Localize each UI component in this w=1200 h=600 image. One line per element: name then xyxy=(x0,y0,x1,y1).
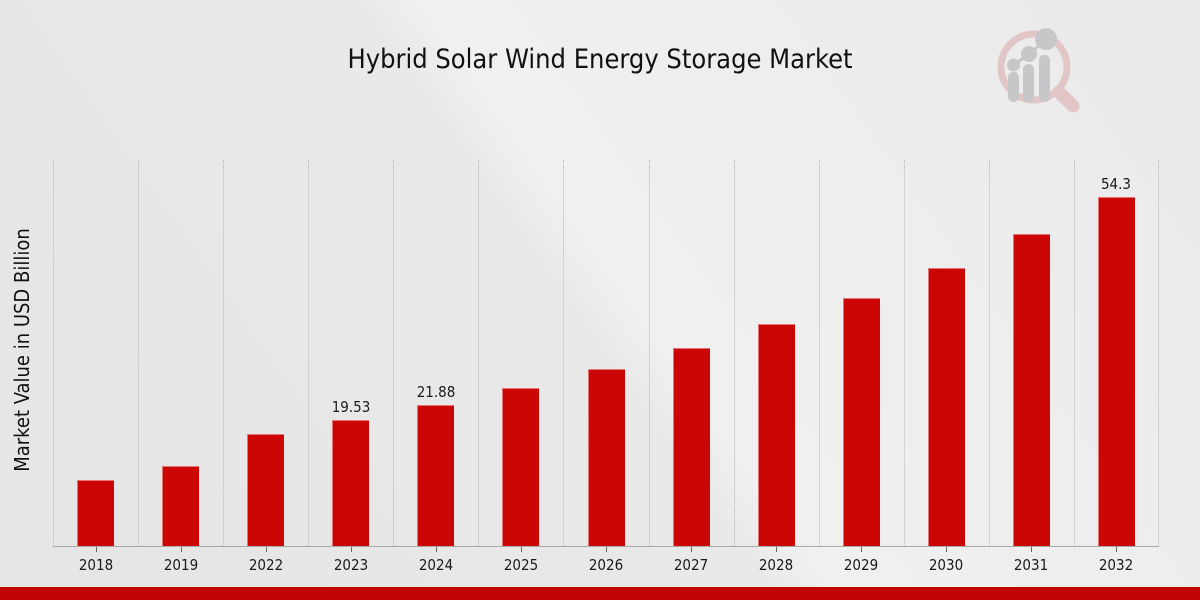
bar-2025 xyxy=(502,388,539,546)
bar-2031 xyxy=(1013,234,1050,546)
gridline xyxy=(563,160,565,546)
bar-2019 xyxy=(162,466,199,546)
x-tick-label-2025: 2025 xyxy=(503,556,539,574)
chart-title: Hybrid Solar Wind Energy Storage Market xyxy=(347,44,853,75)
gridline xyxy=(1073,160,1075,546)
bar-2026 xyxy=(588,369,625,546)
axis-tick xyxy=(351,547,352,552)
x-tick-label-2023: 2023 xyxy=(333,556,369,574)
logo-svg xyxy=(997,28,1080,113)
gridline xyxy=(223,160,225,546)
gridline xyxy=(988,160,990,546)
axis-tick xyxy=(266,547,267,552)
gridline xyxy=(648,160,650,546)
gridline xyxy=(903,160,905,546)
x-tick-label-2019: 2019 xyxy=(163,556,199,574)
axis-tick xyxy=(946,547,947,552)
bar-value-label-2023: 19.53 xyxy=(331,398,371,416)
axis-tick xyxy=(691,547,692,552)
x-tick-label-2027: 2027 xyxy=(673,556,709,574)
bottom-accent-bar xyxy=(0,587,1200,600)
axis-tick xyxy=(776,547,777,552)
axis-tick xyxy=(1031,547,1032,552)
x-tick-label-2030: 2030 xyxy=(928,556,964,574)
axis-tick xyxy=(96,547,97,552)
bar-2027 xyxy=(673,348,710,546)
bar-2018 xyxy=(77,480,114,546)
gridline xyxy=(478,160,480,546)
y-axis-label: Market Value in USD Billion xyxy=(10,228,34,472)
bar-2028 xyxy=(758,324,795,546)
x-tick-label-2026: 2026 xyxy=(588,556,624,574)
magnifier-growth-chart-logo xyxy=(990,26,1090,116)
axis-tick xyxy=(1116,547,1117,552)
x-tick-label-2024: 2024 xyxy=(418,556,454,574)
bar-2030 xyxy=(928,268,965,546)
bar-2024 xyxy=(417,405,454,546)
x-tick-label-2032: 2032 xyxy=(1098,556,1134,574)
gridline xyxy=(308,160,310,546)
bar-2022 xyxy=(247,434,284,546)
x-axis: 2018 2019 2022 2023 2024 2025 2026 2027 2028 2029… xyxy=(53,547,1159,577)
x-tick-label-2031: 2031 xyxy=(1013,556,1049,574)
axis-tick xyxy=(436,547,437,552)
gridline xyxy=(53,160,54,546)
bar-value-label-2032: 54.3 xyxy=(1100,175,1132,193)
bar-2032 xyxy=(1098,197,1135,546)
x-tick-label-2018: 2018 xyxy=(78,556,114,574)
gridline xyxy=(733,160,735,546)
gridline xyxy=(818,160,820,546)
axis-tick xyxy=(181,547,182,552)
bar-value-label-2024: 21.88 xyxy=(416,383,456,401)
x-tick-label-2028: 2028 xyxy=(758,556,794,574)
axis-tick xyxy=(606,547,607,552)
x-tick-label-2022: 2022 xyxy=(248,556,284,574)
bar-2023 xyxy=(332,420,369,546)
gridline xyxy=(1158,160,1159,546)
axis-tick xyxy=(861,547,862,552)
gridline xyxy=(393,160,395,546)
x-tick-label-2029: 2029 xyxy=(843,556,879,574)
growth-bars-icon xyxy=(1007,28,1057,102)
plot-area: 19.53 21.88 54.3 xyxy=(53,160,1159,547)
axis-tick xyxy=(521,547,522,552)
magnifier-icon xyxy=(997,30,1080,113)
gridline xyxy=(138,160,140,546)
bar-2029 xyxy=(843,298,880,546)
